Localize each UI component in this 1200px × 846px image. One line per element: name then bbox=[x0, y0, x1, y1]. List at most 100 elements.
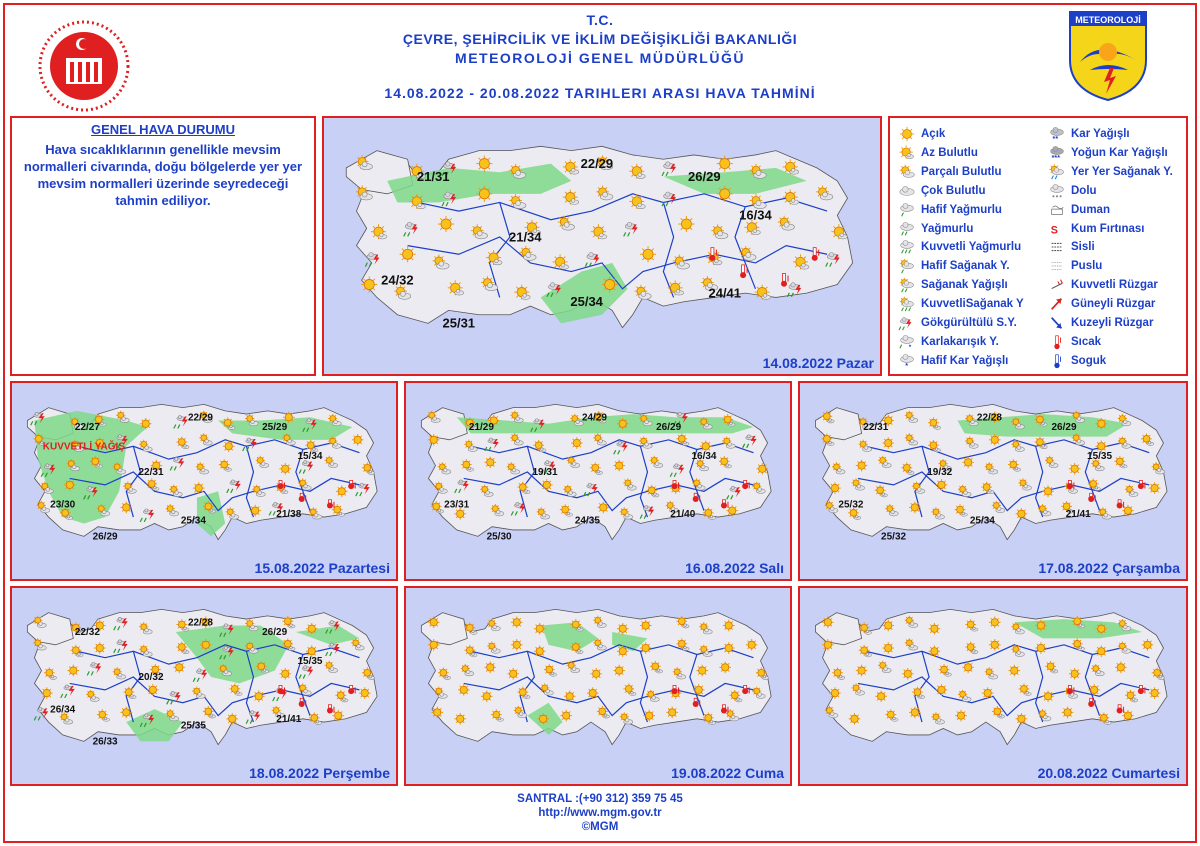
sun-icon bbox=[962, 661, 974, 674]
legend-item: *** Yoğun Kar Yağışlı bbox=[1048, 144, 1168, 162]
thunderstorm-icon bbox=[139, 713, 155, 728]
partly-cloudy-icon bbox=[563, 484, 577, 497]
hot-thermometer-icon bbox=[720, 499, 729, 509]
legend-label: Hafif Kar Yağışlı bbox=[921, 354, 1009, 367]
sun-small-cloud-icon bbox=[899, 145, 914, 159]
sun-icon bbox=[882, 619, 895, 632]
temperature-label: 21/41 bbox=[276, 714, 301, 725]
partly-cloudy-icon bbox=[70, 439, 84, 452]
sun-small-cloud-icon bbox=[927, 439, 941, 453]
sun-small-cloud-icon bbox=[331, 504, 345, 517]
weather-icons bbox=[427, 615, 769, 725]
sun-small-cloud-icon bbox=[1071, 638, 1085, 651]
thunderstorm-icon bbox=[325, 642, 340, 657]
legend-label: Yer Yer Sağanak Y. bbox=[1071, 165, 1173, 178]
partly-cloudy-icon bbox=[487, 618, 501, 632]
sun-small-cloud-icon bbox=[991, 705, 1005, 719]
hot-thermometer-icon bbox=[298, 697, 307, 708]
cold-thermometer-icon bbox=[1054, 354, 1061, 368]
header-date-range: 14.08.2022 - 20.08.2022 TARIHLERI ARASI … bbox=[384, 85, 816, 101]
legend-label: Parçalı Bulutlu bbox=[921, 165, 1002, 178]
sun-small-cloud-icon bbox=[70, 644, 84, 658]
temperature-label: 22/28 bbox=[977, 413, 1002, 424]
forecast-map-day-2: 22/27 22/29 25/29 22/31 15/34 23/30 26/29 25/34… bbox=[10, 381, 398, 581]
legend-label: Hafif Sağanak Y. bbox=[921, 260, 1010, 273]
sun-icon bbox=[692, 684, 705, 696]
temperature-label: 23/31 bbox=[444, 499, 469, 510]
partly-cloudy-icon bbox=[139, 644, 153, 657]
sun-small-cloud-icon bbox=[176, 436, 190, 449]
partly-cloudy-icon bbox=[298, 683, 312, 696]
thunderstorm-icon bbox=[441, 161, 457, 177]
sun-small-cloud-icon bbox=[938, 664, 952, 677]
partly-cloudy-icon bbox=[1037, 504, 1052, 517]
hot-thermometer-icon bbox=[1137, 480, 1146, 490]
sun-icon bbox=[249, 504, 262, 517]
partly-cloudy-icon bbox=[777, 215, 795, 231]
partly-cloudy-icon bbox=[858, 417, 873, 430]
sun-icon bbox=[1088, 684, 1101, 696]
partly-cloudy-icon bbox=[282, 433, 296, 446]
sun-icon bbox=[882, 437, 895, 449]
thunderstorm-icon bbox=[219, 623, 234, 637]
sun-small-cloud-icon bbox=[649, 660, 663, 674]
temperature-label: 22/31 bbox=[863, 422, 888, 433]
sun-icon bbox=[252, 690, 265, 703]
sun-small-cloud-icon bbox=[821, 410, 835, 424]
sun-icon bbox=[226, 713, 239, 725]
sun-small-cloud-icon bbox=[593, 410, 607, 424]
partly-cloudy-icon bbox=[460, 663, 475, 677]
sun-icon bbox=[431, 706, 444, 719]
sun-small-cloud-icon bbox=[1034, 436, 1048, 449]
thunderstorm-icon bbox=[86, 662, 102, 676]
temperature-label: 22/29 bbox=[188, 413, 213, 424]
partly-cloudy-icon bbox=[112, 462, 127, 475]
footer-phone: SANTRAL :(+90 312) 359 75 45 bbox=[517, 793, 683, 805]
forecast-map-day-6: 19.08.2022 Cuma bbox=[404, 586, 792, 786]
sun-small-cloud-icon bbox=[282, 615, 296, 629]
sun-small-cloud-icon bbox=[676, 638, 690, 651]
sun-icon bbox=[139, 417, 152, 430]
sun-small-cloud-icon bbox=[729, 689, 743, 703]
thunderstorm-icon bbox=[325, 620, 340, 634]
sun-small-cloud-icon bbox=[589, 462, 603, 475]
sun-icon bbox=[616, 645, 629, 658]
sun-small-cloud-icon bbox=[447, 280, 465, 296]
sun-small-cloud-icon bbox=[409, 193, 426, 210]
sun-icon bbox=[510, 616, 523, 629]
sun-icon bbox=[1115, 661, 1127, 674]
sun-small-cloud-icon bbox=[335, 689, 349, 703]
sun-icon bbox=[1122, 504, 1134, 517]
partly-cloudy-icon bbox=[619, 712, 634, 725]
temperature-label: 19/32 bbox=[927, 467, 952, 478]
hot-thermometer-icon bbox=[692, 492, 701, 503]
temperature-label: 16/34 bbox=[739, 208, 772, 223]
legend-item: ** Kar Yağışlı bbox=[1048, 125, 1130, 143]
sun-icon bbox=[540, 479, 553, 491]
footer-url[interactable]: http://www.mgm.gov.tr bbox=[538, 807, 662, 819]
sun-icon bbox=[601, 276, 618, 293]
thunderstorm-icon bbox=[441, 191, 457, 207]
temperature-label: 21/38 bbox=[276, 509, 301, 520]
shower-icon bbox=[899, 277, 914, 293]
temperature-label: 21/31 bbox=[417, 169, 450, 184]
sun-small-cloud-icon bbox=[901, 462, 915, 475]
sun-icon bbox=[120, 706, 133, 719]
partly-cloudy-icon bbox=[394, 284, 412, 300]
cloud-icon bbox=[899, 185, 915, 196]
thunderstorm-icon bbox=[166, 691, 181, 705]
sun-small-cloud-icon bbox=[590, 224, 608, 240]
smoke-icon bbox=[1051, 205, 1064, 215]
temperature-label: 25/32 bbox=[881, 532, 906, 543]
partly-cloudy-icon bbox=[816, 185, 834, 201]
temperature-label: 15/34 bbox=[297, 451, 322, 462]
sun-small-cloud-icon bbox=[1098, 712, 1112, 725]
sun-small-cloud-icon bbox=[96, 709, 110, 722]
sun-small-cloud-icon bbox=[430, 500, 444, 514]
land-thrace bbox=[815, 407, 863, 441]
region-border bbox=[295, 449, 311, 511]
thunderstorm-icon bbox=[825, 252, 840, 267]
partly-cloudy-icon bbox=[1151, 462, 1165, 475]
sun-icon bbox=[476, 185, 493, 202]
partly-cloudy-icon bbox=[96, 504, 111, 517]
